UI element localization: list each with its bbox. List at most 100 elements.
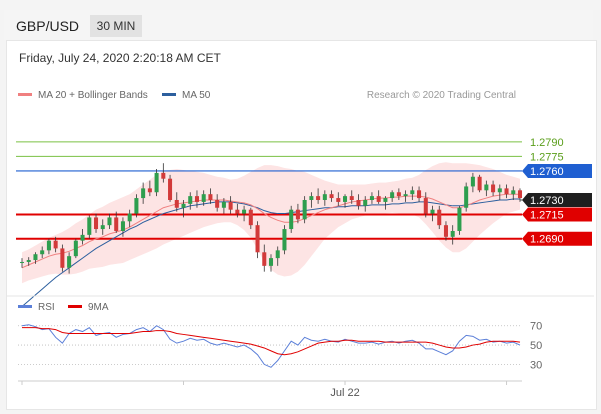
candle-body bbox=[100, 225, 105, 230]
candle-body bbox=[120, 221, 125, 231]
candle-body bbox=[174, 200, 179, 208]
symbol-label: GBP/USD bbox=[16, 18, 80, 34]
candle-body bbox=[403, 194, 408, 197]
rsi-legend-swatch bbox=[18, 305, 32, 308]
candle-body bbox=[470, 176, 475, 187]
candle-body bbox=[26, 260, 31, 262]
candle-body bbox=[390, 192, 395, 199]
ma20-line bbox=[21, 193, 520, 269]
rsi-legend-label: RSI bbox=[38, 302, 55, 313]
bollinger-band bbox=[22, 162, 520, 284]
candle-body bbox=[114, 217, 119, 231]
candle-body bbox=[383, 198, 388, 202]
candle-body bbox=[282, 229, 287, 251]
candle-body bbox=[517, 190, 523, 199]
candle-body bbox=[33, 254, 38, 261]
timestamp: Friday, July 24, 2020 2:20:18 AM CET bbox=[19, 51, 221, 65]
candle-body bbox=[161, 172, 166, 179]
candle-body bbox=[134, 198, 139, 214]
candle-body bbox=[73, 240, 78, 257]
rsi-axis-label: 70 bbox=[530, 321, 542, 333]
candle-body bbox=[46, 240, 51, 251]
price-label: 1.2690 bbox=[530, 234, 564, 246]
candle-body bbox=[343, 196, 348, 202]
candle-body bbox=[356, 200, 361, 206]
candle-body bbox=[423, 198, 428, 214]
candle-body bbox=[484, 184, 489, 191]
candle-body bbox=[60, 248, 65, 268]
candle-body bbox=[309, 196, 314, 200]
candle-body bbox=[302, 200, 307, 220]
candle-body bbox=[450, 230, 455, 237]
candle-body bbox=[181, 203, 186, 208]
candle-body bbox=[497, 188, 502, 193]
candle-body bbox=[329, 194, 334, 199]
ma50-line bbox=[21, 198, 520, 307]
candle-body bbox=[289, 209, 294, 230]
candle-body bbox=[443, 225, 448, 237]
price-label: 1.2715 bbox=[530, 210, 564, 222]
candle-body bbox=[369, 196, 374, 200]
candle-body bbox=[80, 234, 85, 241]
legend-swatch bbox=[18, 93, 32, 96]
candle-body bbox=[147, 188, 152, 193]
price-label: 1.2760 bbox=[530, 166, 564, 178]
candle-body bbox=[316, 196, 321, 200]
candle-body bbox=[127, 213, 132, 222]
timeframe-badge[interactable]: 30 MIN bbox=[90, 15, 142, 37]
candle-body bbox=[322, 194, 327, 200]
candle-body bbox=[262, 252, 267, 266]
candle-body bbox=[410, 190, 415, 195]
candle-body bbox=[215, 200, 220, 208]
candle-body bbox=[464, 186, 469, 208]
candle-body bbox=[194, 196, 199, 202]
candle-body bbox=[168, 178, 173, 200]
candle-body bbox=[40, 250, 45, 255]
credit-text: Research © 2020 Trading Central bbox=[367, 90, 516, 101]
candle-body bbox=[87, 217, 92, 235]
candle-body bbox=[208, 194, 213, 200]
price-tag bbox=[522, 163, 592, 178]
candle-body bbox=[437, 209, 442, 226]
candle-body bbox=[53, 240, 58, 249]
candle-body bbox=[67, 256, 72, 268]
x-tick-label: Jul 22 bbox=[330, 387, 359, 399]
candle-body bbox=[477, 176, 482, 191]
candle-body bbox=[242, 209, 247, 214]
candle-body bbox=[107, 217, 112, 226]
price-tag bbox=[522, 193, 592, 207]
candle-body bbox=[336, 198, 341, 202]
rsi-axis-label: 50 bbox=[530, 340, 542, 352]
candle-body bbox=[491, 184, 496, 193]
candle-body bbox=[94, 217, 99, 230]
legend-swatch bbox=[162, 93, 176, 96]
rsi-legend-label: 9MA bbox=[88, 302, 109, 313]
candle-body bbox=[228, 201, 233, 210]
candle-body bbox=[417, 190, 422, 199]
legend-label: MA 20 + Bollinger Bands bbox=[38, 90, 148, 101]
candle-body bbox=[221, 201, 226, 208]
price-label: 1.2790 bbox=[530, 137, 564, 149]
candle-body bbox=[154, 172, 159, 193]
candle-body bbox=[201, 194, 206, 202]
candle-body bbox=[248, 209, 253, 226]
candle-body bbox=[363, 200, 368, 206]
candle-body bbox=[255, 225, 260, 253]
candle-body bbox=[275, 250, 280, 259]
chart-header: GBP/USD 30 MIN bbox=[4, 10, 593, 40]
candle-body bbox=[235, 209, 240, 214]
candle-body bbox=[295, 209, 300, 220]
candle-body bbox=[457, 207, 462, 231]
rsi-ma-line bbox=[22, 327, 521, 356]
candle-body bbox=[504, 188, 509, 195]
price-tag bbox=[522, 231, 592, 246]
candle-body bbox=[268, 258, 274, 266]
price-label: 1.2775 bbox=[530, 151, 564, 163]
rsi-line bbox=[21, 324, 521, 368]
candle-body bbox=[19, 261, 25, 263]
candle-body bbox=[396, 192, 401, 197]
rsi-legend-swatch bbox=[68, 305, 82, 308]
price-label: 1.2730 bbox=[530, 195, 564, 207]
